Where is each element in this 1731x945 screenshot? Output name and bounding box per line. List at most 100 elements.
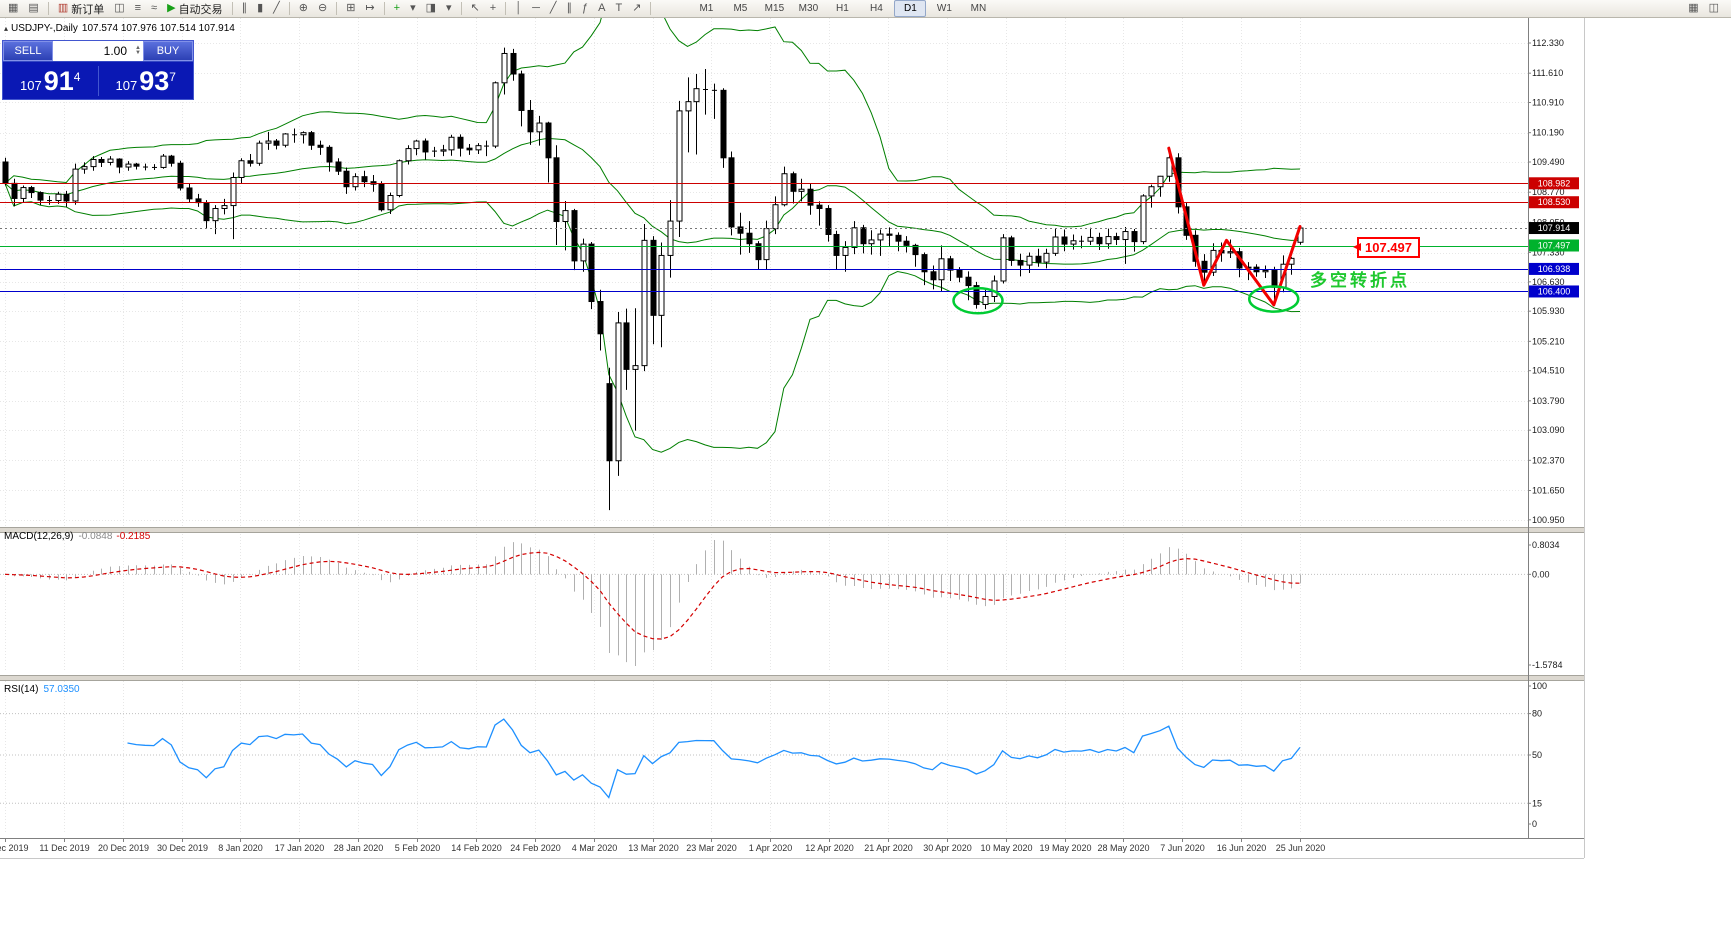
chart-shift-icon[interactable]: ↦	[361, 0, 378, 17]
tile-windows-icon[interactable]: ⊞	[342, 0, 359, 17]
vertical-line-icon[interactable]: │	[511, 0, 526, 17]
toolbar-separator	[650, 2, 652, 15]
line-chart-icon[interactable]: ╱	[269, 0, 284, 17]
indicators-dropdown-icon[interactable]: ▾	[406, 0, 420, 17]
label-icon: T	[615, 2, 623, 14]
svg-text:107.914: 107.914	[1538, 223, 1571, 233]
market-watch-icon[interactable]: ≡	[131, 0, 145, 17]
timeframe-m1-button[interactable]: M1	[699, 3, 714, 14]
timeframe-w1-button[interactable]: W1	[936, 3, 952, 14]
zoom-out-icon: ⊖	[317, 2, 328, 14]
cursor-icon[interactable]: ↖	[467, 0, 484, 17]
fibonacci-icon[interactable]: ƒ	[578, 0, 592, 17]
svg-text:0: 0	[1532, 819, 1537, 829]
zoom-in-icon[interactable]: ⊕	[295, 0, 312, 17]
spinner-up-icon[interactable]: ▲	[135, 45, 141, 51]
svg-text:103.090: 103.090	[1532, 425, 1565, 435]
chart-grid-icon[interactable]: ▦	[1684, 0, 1702, 17]
indicators-dropdown-icon: ▾	[410, 2, 416, 14]
strategy-tester-icon[interactable]: ≈	[147, 0, 161, 17]
svg-text:108.982: 108.982	[1538, 178, 1571, 188]
arrows-icon[interactable]: ↗	[628, 0, 645, 17]
symbol-period-label: USDJPY-,Daily	[11, 23, 78, 34]
rsi-value: 57.0350	[43, 684, 80, 695]
autotrading-button[interactable]: ▶ 自动交易	[163, 0, 226, 17]
timeframe-mn-button[interactable]: MN	[970, 3, 987, 14]
lot-value: 1.00	[103, 44, 127, 58]
trend-zigzag[interactable]	[1167, 146, 1302, 307]
candlestick-icon[interactable]: ▮	[253, 0, 267, 17]
zoom-out-icon[interactable]: ⊖	[314, 0, 331, 17]
chart-window-icon[interactable]: ◫	[110, 0, 128, 17]
ask-pips: 93	[139, 65, 170, 96]
macd-label: MACD(12,26,9) -0.0848 -0.2185	[4, 531, 150, 542]
new-chart-icon: ▦	[8, 2, 19, 14]
bar-chart-icon[interactable]: ∥	[238, 0, 252, 17]
autotrading-button: ▶	[167, 2, 176, 14]
profiles-icon[interactable]: ▤	[24, 0, 42, 17]
turning-point-annotation: 多空转折点	[1310, 271, 1410, 290]
templates-dropdown-icon[interactable]: ▾	[442, 0, 456, 17]
horizontal-lines[interactable]	[0, 183, 1528, 292]
lot-size-input[interactable]: 1.00 ▲ ▼	[53, 41, 143, 61]
timeframe-m5-button[interactable]: M5	[733, 3, 748, 14]
svg-text:25 Jun 2020: 25 Jun 2020	[1276, 843, 1326, 853]
indicators-icon[interactable]: +	[390, 0, 404, 17]
svg-text:16 Jun 2020: 16 Jun 2020	[1217, 843, 1267, 853]
svg-text:100.950: 100.950	[1532, 515, 1565, 525]
toolbar-separator	[505, 2, 507, 15]
rsi-panel[interactable]: 100 80 50 15 0	[0, 681, 1547, 829]
crosshair-icon: +	[489, 2, 497, 14]
one-click-trading-panel[interactable]: SELL 1.00 ▲ ▼ BUY 107 91 4 107 93 7	[2, 40, 194, 100]
price-callout[interactable]: 107.497	[1353, 237, 1420, 258]
templates-icon[interactable]: ◨	[422, 0, 440, 17]
svg-text:110.910: 110.910	[1532, 97, 1564, 107]
ohlc-values: 107.574 107.976 107.514 107.914	[81, 23, 235, 34]
svg-text:-1.5784: -1.5784	[1532, 660, 1563, 670]
highlight-ellipses[interactable]	[952, 285, 1300, 315]
chart-grid-icon: ▦	[1688, 2, 1699, 14]
svg-text:0.8034: 0.8034	[1532, 540, 1560, 550]
candlestick-icon: ▮	[257, 2, 264, 14]
svg-text:107.330: 107.330	[1532, 248, 1565, 258]
sell-button[interactable]: SELL	[3, 41, 53, 61]
symbol-icon: ▴	[4, 24, 9, 33]
macd-panel[interactable]: 0.8034 0.00 -1.5784	[0, 540, 1563, 670]
toolbar: ▦ ▤ ▥ 新订单 ◫ ≡ ≈ ▶ 自动交易 ∥ ▮ ╱ ⊕ ⊖ ⊞ ↦ + ▾ ◨ ▾ ↖ + │ ─ ╱ ∥ ƒ A T ↗ M1 M5 M…	[0, 0, 1731, 18]
buy-button[interactable]: BUY	[143, 41, 193, 61]
timeframe-m30-button[interactable]: M30	[798, 3, 819, 14]
text-icon[interactable]: A	[594, 0, 609, 17]
svg-text:30 Dec 2019: 30 Dec 2019	[157, 843, 208, 853]
timeframe-d1-button[interactable]: D1	[894, 0, 927, 17]
timeframe-m15-button[interactable]: M15	[764, 3, 785, 14]
panel-separators[interactable]	[0, 18, 1585, 859]
svg-text:104.510: 104.510	[1532, 366, 1565, 376]
svg-text:2 Dec 2019: 2 Dec 2019	[0, 843, 29, 853]
new-order-button[interactable]: ▥ 新订单	[54, 0, 108, 17]
new-chart-icon[interactable]: ▦	[4, 0, 22, 17]
templates-icon: ◨	[425, 2, 436, 14]
channel-icon[interactable]: ∥	[562, 0, 576, 17]
chart-window-icon: ◫	[114, 2, 125, 14]
trendline-icon[interactable]: ╱	[546, 0, 561, 17]
label-icon[interactable]: T	[611, 0, 626, 17]
svg-text:112.330: 112.330	[1532, 38, 1564, 48]
timeframe-h4-button[interactable]: H4	[870, 3, 883, 14]
crosshair-icon[interactable]: +	[486, 0, 500, 17]
svg-text:107.497: 107.497	[1538, 241, 1571, 251]
ask-pipette: 7	[169, 69, 176, 84]
spinner-down-icon[interactable]: ▼	[135, 50, 141, 56]
time-axis: 2 Dec 2019 11 Dec 2019 20 Dec 2019 30 Dec 2…	[0, 838, 1325, 853]
svg-text:111.610: 111.610	[1532, 68, 1563, 78]
window-cascade-icon[interactable]: ◫	[1705, 0, 1723, 17]
lot-spinner[interactable]: ▲ ▼	[135, 41, 141, 61]
svg-text:4 Mar 2020: 4 Mar 2020	[572, 843, 618, 853]
toolbar-separator	[47, 2, 49, 15]
horizontal-line-icon[interactable]: ─	[528, 0, 544, 17]
svg-text:13 Mar 2020: 13 Mar 2020	[628, 843, 679, 853]
autotrading-button-label: 自动交易	[178, 3, 223, 16]
timeframe-h1-button[interactable]: H1	[836, 3, 849, 14]
svg-text:108.530: 108.530	[1538, 197, 1571, 207]
